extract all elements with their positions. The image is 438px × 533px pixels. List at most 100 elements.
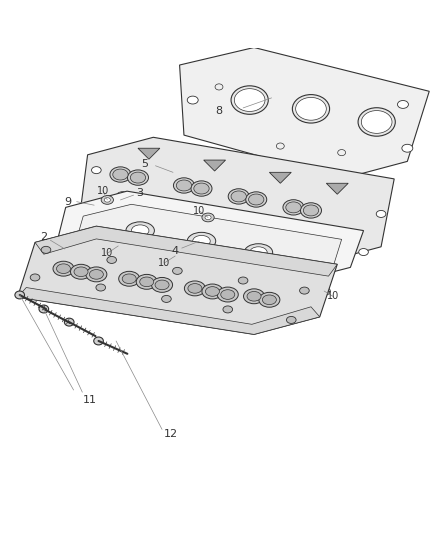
Ellipse shape [223, 227, 233, 234]
Ellipse shape [359, 248, 368, 255]
Ellipse shape [107, 256, 117, 263]
Ellipse shape [191, 181, 212, 196]
Text: 8: 8 [215, 106, 223, 116]
Ellipse shape [231, 86, 268, 114]
Ellipse shape [286, 202, 301, 213]
Ellipse shape [187, 232, 216, 250]
Polygon shape [269, 172, 291, 183]
Ellipse shape [300, 203, 321, 218]
Ellipse shape [64, 318, 74, 326]
Ellipse shape [30, 274, 40, 281]
Ellipse shape [202, 284, 223, 299]
Text: 12: 12 [164, 429, 178, 439]
Ellipse shape [202, 213, 214, 222]
Ellipse shape [194, 183, 209, 194]
Ellipse shape [188, 284, 202, 293]
Ellipse shape [217, 287, 238, 302]
Ellipse shape [173, 268, 182, 274]
Ellipse shape [112, 241, 124, 251]
Text: 10: 10 [193, 206, 205, 216]
Text: 10: 10 [97, 185, 109, 196]
Ellipse shape [92, 204, 101, 211]
Ellipse shape [296, 98, 326, 120]
Polygon shape [79, 138, 394, 264]
Ellipse shape [246, 192, 267, 207]
Ellipse shape [169, 252, 181, 260]
Ellipse shape [74, 267, 88, 277]
Polygon shape [18, 287, 320, 334]
Ellipse shape [300, 287, 309, 294]
Polygon shape [326, 183, 348, 194]
Ellipse shape [205, 287, 219, 296]
Text: 11: 11 [83, 395, 97, 405]
Ellipse shape [131, 225, 149, 236]
Text: 10: 10 [101, 248, 113, 259]
Ellipse shape [321, 289, 327, 293]
Ellipse shape [176, 180, 191, 191]
Ellipse shape [126, 222, 154, 239]
Ellipse shape [303, 205, 318, 216]
Ellipse shape [155, 280, 169, 290]
Ellipse shape [57, 264, 71, 273]
Ellipse shape [292, 94, 329, 123]
Ellipse shape [250, 247, 267, 258]
Ellipse shape [94, 337, 103, 345]
Ellipse shape [293, 238, 303, 245]
Ellipse shape [244, 244, 272, 261]
Ellipse shape [41, 246, 51, 253]
Polygon shape [138, 148, 160, 159]
Ellipse shape [136, 274, 157, 289]
Text: 9: 9 [64, 197, 71, 207]
Text: 3: 3 [137, 188, 144, 198]
Ellipse shape [96, 284, 106, 291]
Text: 10: 10 [327, 291, 339, 301]
Ellipse shape [89, 270, 103, 279]
Ellipse shape [358, 108, 395, 136]
Ellipse shape [234, 88, 265, 111]
Ellipse shape [318, 287, 330, 295]
Ellipse shape [244, 289, 265, 304]
Ellipse shape [173, 178, 194, 193]
Ellipse shape [119, 271, 140, 286]
Ellipse shape [113, 169, 128, 180]
Ellipse shape [398, 101, 409, 108]
Polygon shape [18, 226, 337, 334]
Ellipse shape [262, 295, 276, 304]
Ellipse shape [286, 317, 296, 324]
Ellipse shape [402, 144, 413, 152]
Text: 5: 5 [141, 159, 148, 168]
Ellipse shape [53, 261, 74, 276]
Ellipse shape [231, 191, 246, 202]
Polygon shape [74, 204, 342, 279]
Ellipse shape [184, 281, 205, 296]
Ellipse shape [193, 236, 210, 247]
Polygon shape [204, 160, 226, 171]
Ellipse shape [248, 194, 264, 205]
Ellipse shape [283, 200, 304, 215]
Ellipse shape [131, 172, 145, 183]
Ellipse shape [122, 274, 136, 284]
Ellipse shape [115, 244, 121, 248]
Text: 2: 2 [40, 232, 47, 242]
Ellipse shape [101, 196, 113, 204]
Ellipse shape [39, 305, 49, 313]
Ellipse shape [376, 211, 386, 217]
Ellipse shape [71, 264, 92, 279]
Polygon shape [180, 47, 429, 179]
Ellipse shape [140, 277, 154, 287]
Ellipse shape [86, 267, 107, 282]
Ellipse shape [157, 216, 167, 223]
Ellipse shape [110, 167, 131, 182]
Ellipse shape [162, 295, 171, 302]
Ellipse shape [15, 291, 25, 299]
Ellipse shape [104, 198, 110, 202]
Polygon shape [57, 191, 364, 283]
Ellipse shape [152, 278, 173, 292]
Ellipse shape [223, 306, 233, 313]
Ellipse shape [259, 292, 280, 307]
Ellipse shape [221, 290, 235, 300]
Text: 4: 4 [172, 246, 179, 256]
Ellipse shape [247, 292, 261, 301]
Ellipse shape [127, 170, 148, 185]
Ellipse shape [187, 96, 198, 104]
